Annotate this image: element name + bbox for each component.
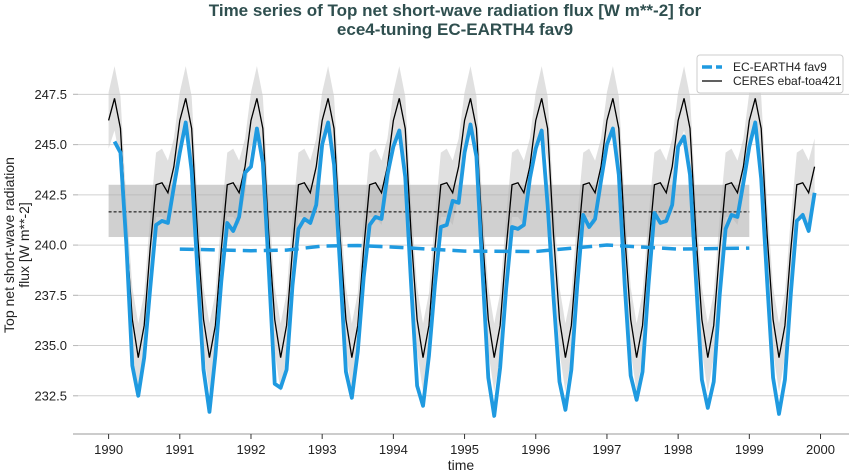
- x-tick-label: 2000: [806, 442, 835, 457]
- y-tick-label: 240.0: [34, 238, 67, 253]
- x-tick-label: 1998: [664, 442, 693, 457]
- y-tick-label: 232.5: [34, 388, 67, 403]
- x-tick-label: 1999: [735, 442, 764, 457]
- y-ticks: 232.5 235.0 237.5 240.0 242.5 245.0 247.5: [34, 87, 78, 403]
- model-series-line: [112, 120, 817, 418]
- y-axis-label-line-2: flux [W m**-2]: [16, 202, 32, 288]
- x-tick-label: 1993: [308, 442, 337, 457]
- x-ticks: 1990 1991 1992 1993 1994 1995 1996 1997 1998 1999…: [94, 434, 835, 457]
- x-tick-label: 1991: [165, 442, 194, 457]
- y-tick-label: 245.0: [34, 137, 67, 152]
- x-tick-label: 1996: [521, 442, 550, 457]
- y-tick-label: 247.5: [34, 87, 67, 102]
- legend: EC-EARTH4 fav9 CERES ebaf-toa421: [696, 54, 844, 94]
- x-tick-label: 1994: [379, 442, 408, 457]
- chart-title-line-2: ece4-tuning EC-EARTH4 fav9: [337, 20, 573, 39]
- y-tick-label: 242.5: [34, 187, 67, 202]
- x-tick-label: 1995: [450, 442, 479, 457]
- x-tick-label: 1990: [94, 442, 123, 457]
- bands: [108, 66, 815, 392]
- obs-mean-band: [108, 184, 750, 238]
- model-running-mean-line: [179, 243, 750, 254]
- obs-spread-band: [108, 66, 815, 392]
- y-tick-label: 237.5: [34, 288, 67, 303]
- chart-title-line-1: Time series of Top net short-wave radiat…: [209, 1, 702, 20]
- y-axis-label-line-1: Top net short-wave radiation: [1, 157, 17, 333]
- y-tick-label: 235.0: [34, 338, 67, 353]
- y-axis-label: Top net short-wave radiation flux [W m**…: [1, 157, 32, 333]
- legend-box: [696, 54, 844, 94]
- legend-label-obs: CERES ebaf-toa421: [733, 74, 842, 88]
- x-tick-label: 1992: [237, 442, 266, 457]
- legend-label-model: EC-EARTH4 fav9: [733, 60, 827, 74]
- lines: [107, 98, 817, 418]
- x-axis-label: time: [448, 457, 475, 473]
- x-tick-label: 1997: [592, 442, 621, 457]
